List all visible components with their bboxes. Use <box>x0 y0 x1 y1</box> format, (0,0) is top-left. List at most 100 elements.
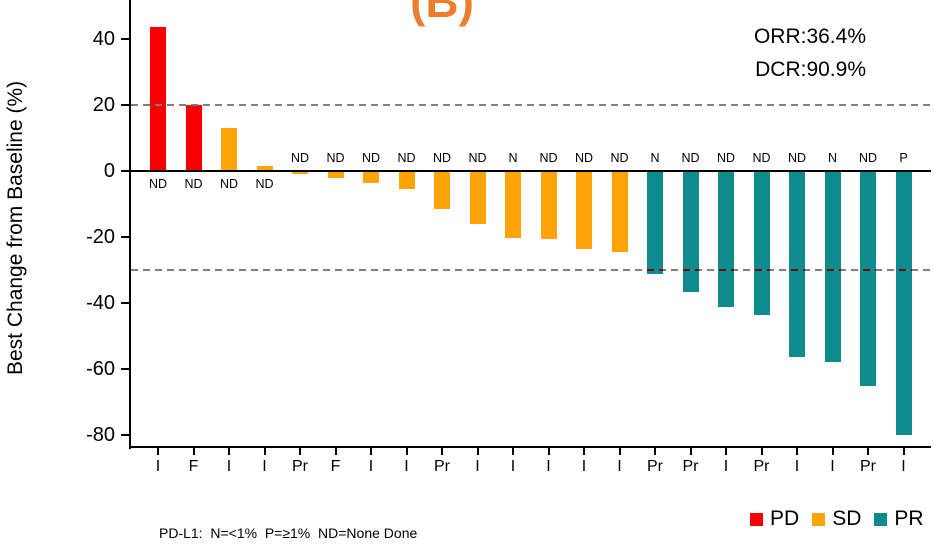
x-tick <box>689 448 692 455</box>
y-axis-title: Best Change from Baseline (%) <box>4 80 27 376</box>
bar-pdl1-label: ND <box>397 151 416 165</box>
x-tick-label: I <box>830 458 835 475</box>
bar-pdl1-label: ND <box>219 177 239 191</box>
y-tick-label: -60 <box>86 358 115 380</box>
x-tick-label: F <box>188 458 199 475</box>
x-tick-label: I <box>901 458 906 475</box>
x-tick-label: I <box>226 458 232 475</box>
y-tick-label: -80 <box>86 424 115 446</box>
x-tick <box>831 448 834 455</box>
x-tick <box>796 448 798 455</box>
bar <box>540 171 557 240</box>
bar-pdl1-label: ND <box>255 177 274 191</box>
x-tick <box>405 448 408 455</box>
bar-pdl1-label: N <box>827 151 838 165</box>
bar-pdl1-label: ND <box>610 151 629 165</box>
bar <box>505 171 521 238</box>
bar-pdl1-label: ND <box>361 151 381 165</box>
legend-item-pd: PD <box>750 507 799 531</box>
x-tick <box>902 448 905 455</box>
x-tick <box>299 448 301 455</box>
bar <box>327 171 344 178</box>
y-tick <box>121 236 131 238</box>
x-tick-label: Pr <box>753 458 770 475</box>
x-tick <box>512 448 514 455</box>
x-tick-label: I <box>546 458 551 475</box>
bar <box>292 171 308 175</box>
x-tick-label: I <box>794 458 800 475</box>
legend-label: SD <box>832 507 862 530</box>
x-tick-label: Pr <box>682 458 699 475</box>
chart-title: (B) <box>410 0 474 27</box>
x-tick <box>192 448 195 455</box>
y-tick <box>121 170 131 172</box>
bar-pdl1-label: ND <box>432 151 452 165</box>
bar-pdl1-label: ND <box>539 151 558 165</box>
x-tick-label: I <box>581 458 587 475</box>
reference-line <box>131 104 931 106</box>
plot-area: 40 20 0 -20 -40 -60 -80 ND I ND F ND I ND I ND Pr ND F ND I N… <box>86 0 931 475</box>
zero-baseline <box>131 170 931 172</box>
bar-pdl1-label: P <box>899 151 908 165</box>
x-tick-label: I <box>404 458 409 475</box>
legend-item-sd: SD <box>812 507 861 531</box>
x-tick <box>334 448 337 455</box>
legend-item-pr: PR <box>874 507 924 531</box>
bar <box>647 171 663 275</box>
x-tick <box>547 448 550 455</box>
bar-pdl1-label: ND <box>468 151 487 165</box>
x-tick <box>867 448 869 455</box>
bar <box>824 171 841 362</box>
x-tick-label: I <box>262 458 267 475</box>
bar-pdl1-label: ND <box>184 177 203 191</box>
x-tick <box>157 448 159 455</box>
legend-swatch-sd <box>812 512 826 526</box>
bar <box>185 105 202 171</box>
bar <box>718 171 734 308</box>
legend-swatch-pd <box>750 512 763 526</box>
x-tick-label: I <box>723 458 729 475</box>
bar <box>895 171 912 435</box>
bar <box>398 171 415 190</box>
x-tick <box>583 448 585 455</box>
x-tick <box>370 448 372 455</box>
x-tick <box>228 448 230 455</box>
bar <box>753 171 770 315</box>
legend-label: PR <box>894 507 924 530</box>
x-tick <box>725 448 727 455</box>
x-tick <box>654 448 656 455</box>
bar-pdl1-label: ND <box>716 151 736 165</box>
bar <box>221 128 237 171</box>
bar-pdl1-label: N <box>508 151 518 165</box>
bar <box>860 171 876 386</box>
bar <box>434 171 450 209</box>
legend-swatch-pr <box>874 512 888 526</box>
x-tick-label: Pr <box>860 458 876 475</box>
y-tick <box>121 302 131 304</box>
bar <box>789 171 805 357</box>
bar <box>150 27 166 171</box>
y-tick-label: 0 <box>103 160 115 182</box>
x-tick-label: Pr <box>434 458 450 475</box>
y-tick <box>121 104 131 106</box>
bar-pdl1-label: ND <box>858 151 878 165</box>
bar-pdl1-label: N <box>650 151 660 165</box>
x-tick <box>476 448 479 455</box>
y-tick-label: 40 <box>92 28 115 50</box>
footnote-pdl1: PD-L1: N=<1% P=≥1% ND=None Done <box>159 525 418 541</box>
bar-pdl1-label: ND <box>752 151 771 165</box>
x-tick <box>263 448 266 455</box>
footnote-key: PD-L1: N=<1% P=≥1% ND=None Done IMDC: F=… <box>159 478 443 552</box>
y-tick <box>121 368 131 370</box>
legend: PD SD PR <box>750 507 924 531</box>
x-tick <box>760 448 763 455</box>
response-stats: ORR:36.4% DCR:90.9% <box>650 20 866 86</box>
bar-pdl1-label: ND <box>148 177 168 191</box>
y-tick-label: -20 <box>86 226 115 248</box>
bar-pdl1-label: ND <box>681 151 700 165</box>
x-tick-label: I <box>368 458 374 475</box>
y-tick <box>121 38 131 40</box>
x-tick-label: F <box>330 458 341 475</box>
x-tick-label: I <box>510 458 516 475</box>
